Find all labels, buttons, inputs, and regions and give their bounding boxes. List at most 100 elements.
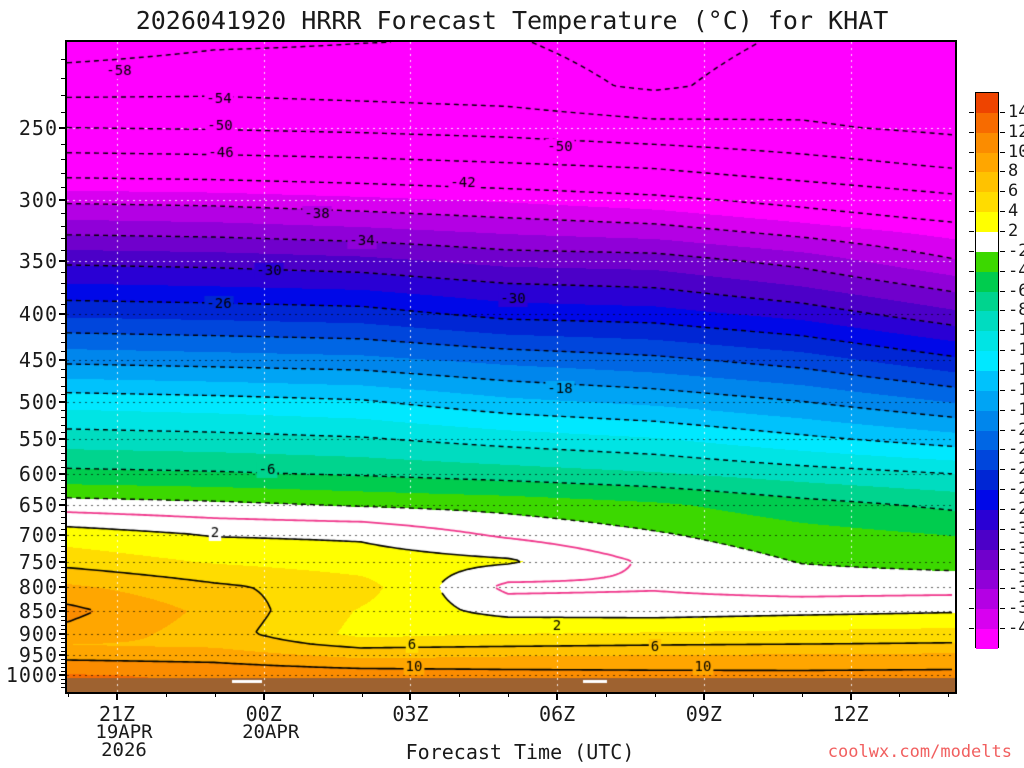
- y-minor-tick: [61, 59, 65, 61]
- colorbar-tick: [1000, 449, 1005, 451]
- x-tick-label: 09Z: [685, 702, 722, 726]
- colorbar-tick: [1000, 111, 1005, 113]
- x-tick: [409, 693, 412, 700]
- colorbar-tick: [1000, 389, 1005, 391]
- x-tick: [849, 693, 852, 700]
- colorbar-tick: [969, 270, 974, 272]
- colorbar-segment: [976, 212, 998, 233]
- x-minor-tick: [361, 693, 363, 697]
- y-minor-tick: [61, 567, 65, 569]
- y-minor-tick: [61, 368, 65, 370]
- y-tick-label: 700: [18, 522, 58, 547]
- colorbar-segment: [976, 172, 998, 193]
- y-minor-tick: [61, 467, 65, 469]
- colorbar-tick: [1000, 509, 1005, 510]
- y-minor-tick: [61, 385, 65, 387]
- colorbar-segment: [976, 510, 998, 531]
- y-minor-tick: [61, 95, 65, 97]
- y-minor-tick: [61, 545, 65, 547]
- colorbar-segment: [976, 450, 998, 471]
- y-minor-tick: [61, 511, 65, 513]
- y-minor-tick: [61, 237, 65, 239]
- y-minor-tick: [61, 303, 65, 305]
- y-tick-label: 600: [18, 461, 58, 486]
- colorbar-tick: [1000, 489, 1005, 491]
- y-tick: [59, 560, 65, 563]
- colorbar-segment: [976, 589, 998, 610]
- colorbar-tick: [969, 151, 974, 153]
- watermark-link[interactable]: coolwx.com/modelts: [827, 742, 1012, 762]
- y-tick: [59, 504, 65, 507]
- y-minor-tick: [61, 342, 65, 344]
- colorbar-tick: [969, 211, 974, 213]
- x-minor-tick: [459, 693, 461, 697]
- colorbar-tick: [969, 469, 974, 471]
- x-tick: [262, 693, 265, 700]
- colorbar-tick: [1000, 628, 1005, 630]
- colorbar-segment: [976, 490, 998, 511]
- y-minor-tick: [61, 517, 65, 519]
- colorbar-tick: [969, 548, 974, 550]
- colorbar-label: -2: [1008, 240, 1024, 261]
- colorbar-label: -38: [1008, 598, 1024, 619]
- y-minor-tick: [61, 624, 65, 626]
- colorbar-tick: [969, 370, 974, 371]
- y-tick: [59, 259, 65, 262]
- plot-frame: [65, 40, 957, 694]
- y-tick: [59, 400, 65, 403]
- colorbar-label: -20: [1008, 419, 1024, 440]
- colorbar-tick: [1000, 131, 1005, 133]
- colorbar-tick: [969, 489, 974, 491]
- y-minor-tick: [61, 592, 65, 594]
- y-tick-label: 500: [18, 389, 58, 414]
- colorbar-label: 6: [1008, 181, 1019, 202]
- colorbar-segment: [976, 470, 998, 491]
- y-minor-tick: [61, 409, 65, 411]
- x-minor-tick: [899, 693, 901, 697]
- colorbar-label: -34: [1008, 558, 1024, 579]
- colorbar-label: -6: [1008, 280, 1024, 301]
- colorbar-tick: [1000, 528, 1005, 530]
- x-tick-label: 00Z: [245, 702, 282, 726]
- y-tick-label: 300: [18, 188, 58, 213]
- x-minor-tick: [752, 693, 754, 697]
- colorbar-tick: [969, 628, 974, 630]
- colorbar-tick: [969, 250, 974, 252]
- colorbar-segment: [976, 430, 998, 451]
- x-tick-sublabel: 19APR: [95, 721, 153, 743]
- colorbar-segment: [976, 569, 998, 590]
- y-minor-tick: [61, 225, 65, 227]
- colorbar-tick: [1000, 250, 1005, 252]
- x-minor-tick: [312, 693, 314, 697]
- y-minor-tick: [61, 377, 65, 379]
- y-tick: [59, 199, 65, 202]
- colorbar-tick: [1000, 548, 1005, 550]
- colorbar-tick: [1000, 191, 1005, 193]
- y-tick-label: 350: [18, 248, 58, 273]
- y-minor-tick: [61, 213, 65, 215]
- colorbar-label: 4: [1008, 201, 1019, 222]
- y-minor-tick: [61, 606, 65, 608]
- colorbar-segment: [976, 529, 998, 551]
- colorbar-segment: [976, 629, 998, 650]
- y-minor-tick: [61, 642, 65, 644]
- colorbar-segment: [976, 390, 998, 412]
- y-minor-tick: [61, 687, 65, 689]
- y-minor-tick: [61, 77, 65, 79]
- colorbar-label: 14: [1008, 101, 1024, 122]
- colorbar-segment: [976, 549, 998, 571]
- y-tick-label: 400: [18, 301, 58, 326]
- y-tick: [59, 610, 65, 613]
- colorbar-label: -30: [1008, 518, 1024, 539]
- colorbar-label: -28: [1008, 499, 1024, 519]
- page-title: 2026041920 HRRR Forecast Temperature (°C…: [135, 6, 889, 35]
- colorbar-segment: [976, 132, 998, 154]
- y-minor-tick: [61, 480, 65, 482]
- y-tick: [59, 533, 65, 536]
- colorbar-label: -36: [1008, 578, 1024, 599]
- y-tick: [59, 312, 65, 315]
- y-minor-tick: [61, 249, 65, 251]
- colorbar-label: 2: [1008, 221, 1019, 241]
- colorbar: [975, 92, 999, 650]
